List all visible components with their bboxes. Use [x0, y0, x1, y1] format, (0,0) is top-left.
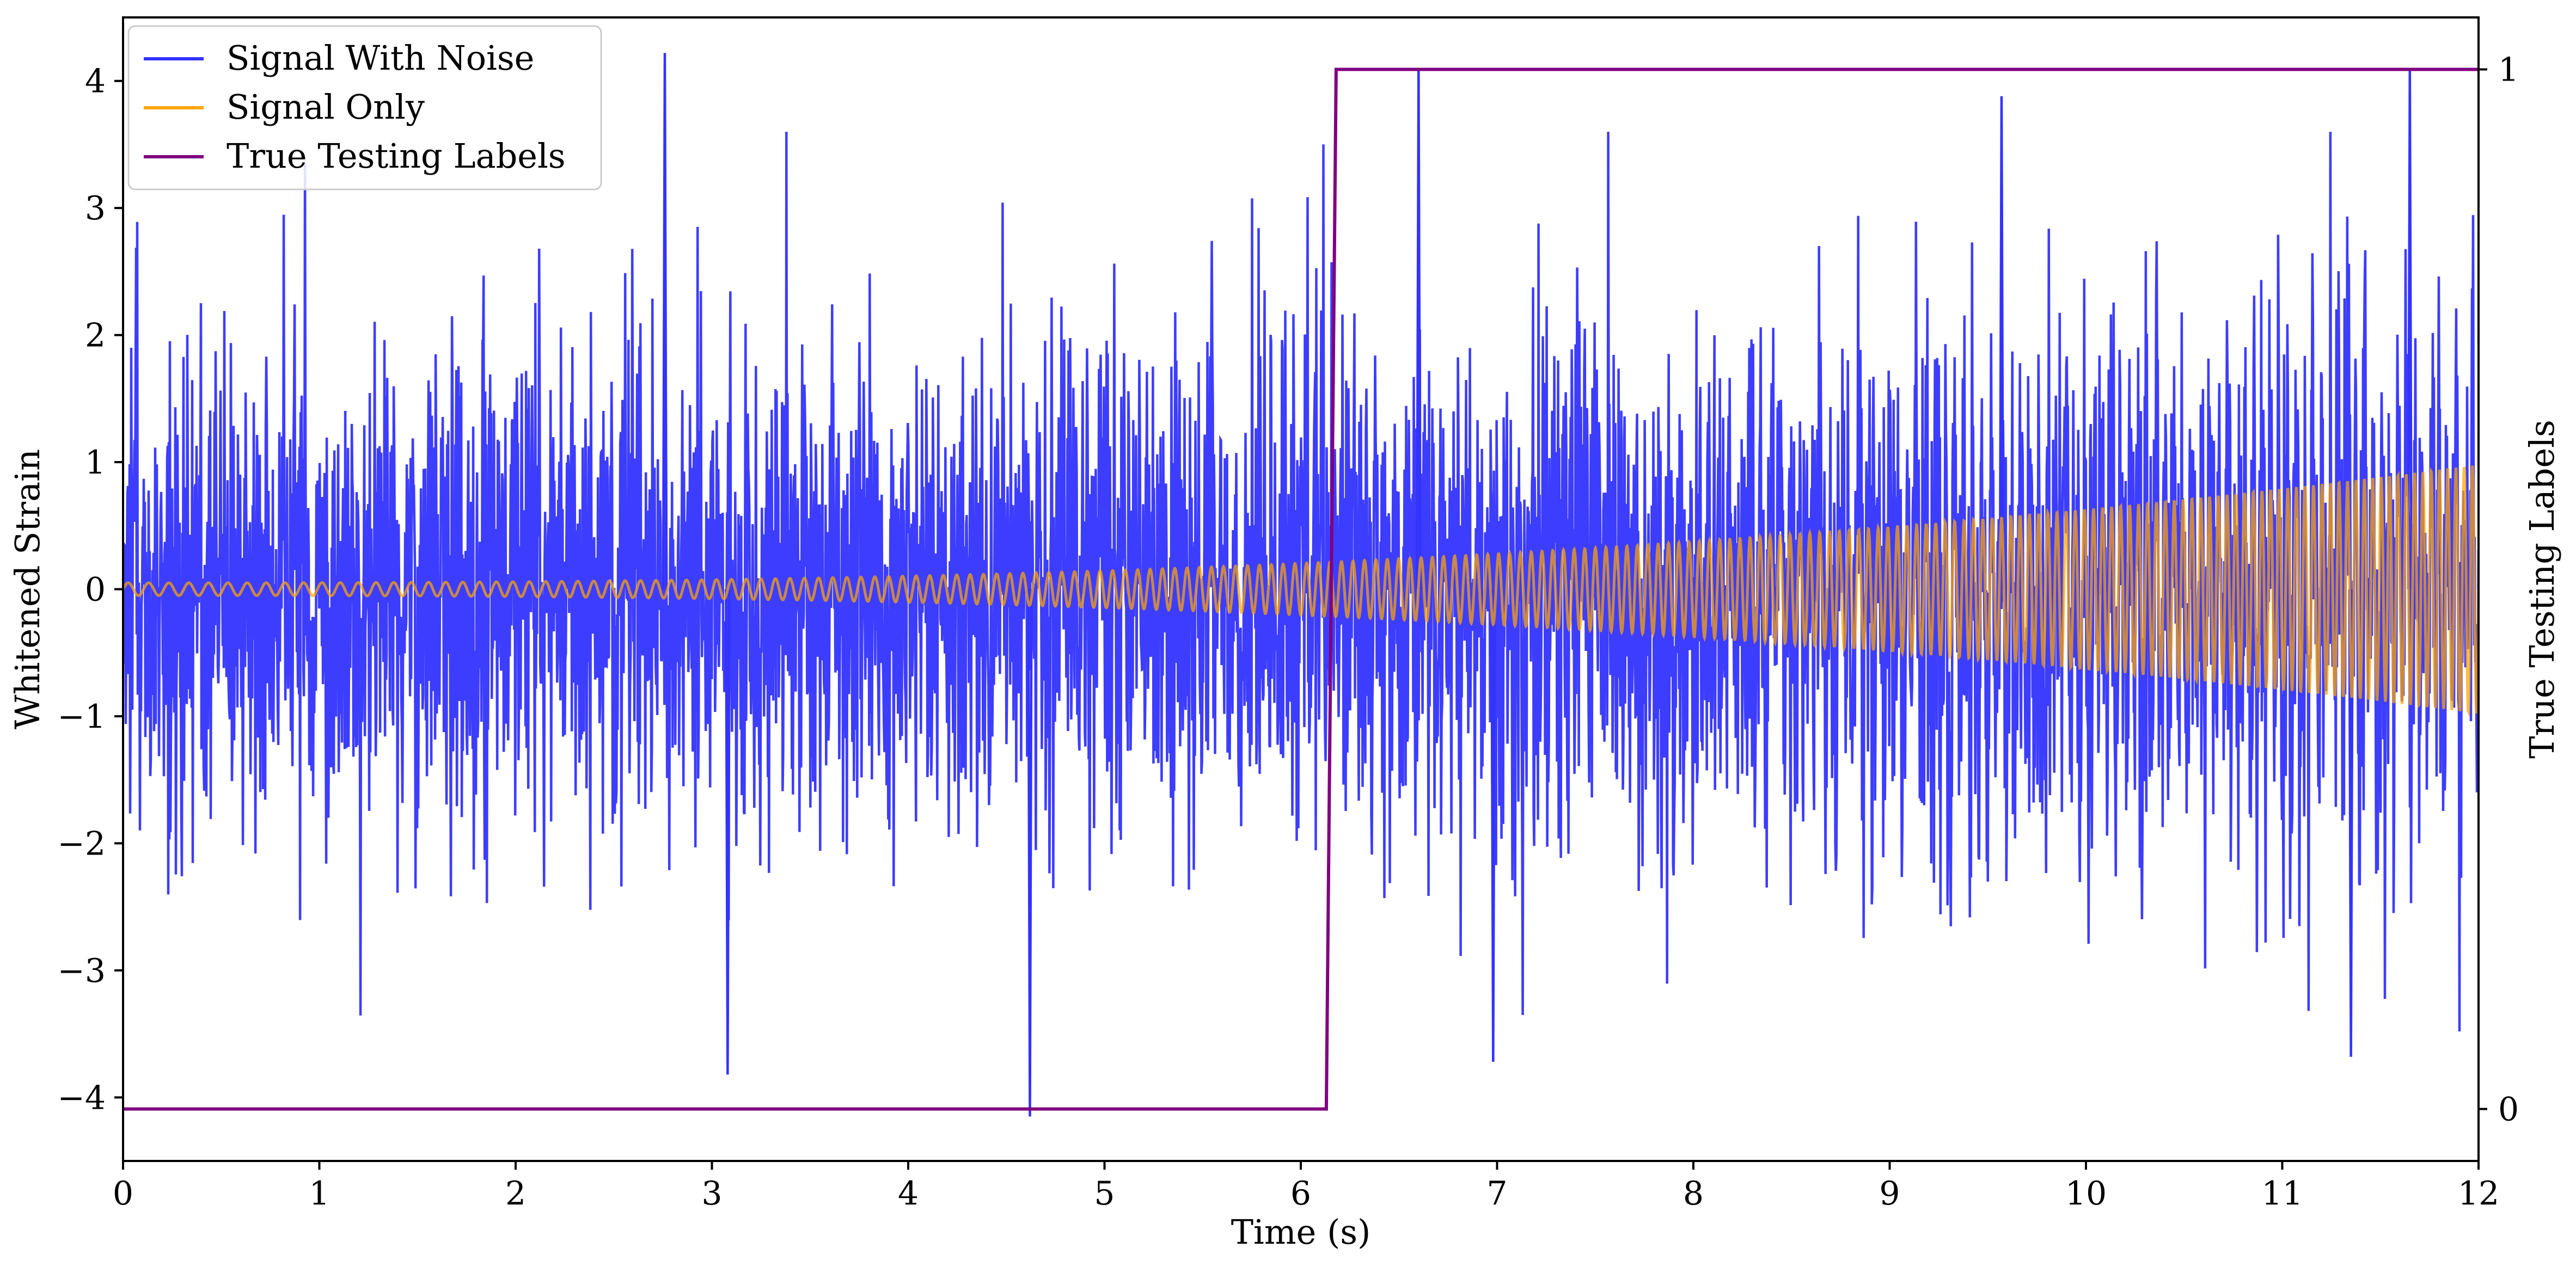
x-tick-label: 4	[898, 1175, 919, 1213]
series-peak-0	[662, 53, 668, 589]
x-tick-label: 3	[701, 1175, 722, 1213]
x-tick-label: 6	[1290, 1175, 1311, 1213]
x-tick-label: 12	[2458, 1175, 2499, 1213]
series-line-signal-with-noise	[123, 132, 2479, 1032]
y2-tick-label: 0	[2498, 1091, 2519, 1129]
y-axis-label: Whitened Strain	[8, 449, 47, 729]
legend-label-signal-only: Signal Only	[227, 87, 425, 127]
x-tick-label: 7	[1486, 1175, 1507, 1213]
x-tick-label: 10	[2065, 1175, 2107, 1213]
x-axis-label: Time (s)	[1231, 1212, 1371, 1252]
y-tick-label: 2	[85, 317, 106, 355]
y2-axis-label: True Testing Labels	[2522, 420, 2562, 759]
y-tick-label: −1	[58, 698, 106, 736]
x-tick-label: 1	[309, 1175, 329, 1213]
y-tick-label: 4	[85, 63, 106, 101]
x-tick-label: 2	[505, 1175, 526, 1213]
x-tick-label: 8	[1683, 1175, 1704, 1213]
series-peak-6	[1490, 589, 1496, 1062]
y-tick-label: 1	[85, 444, 106, 482]
y-tick-label: 0	[85, 571, 106, 609]
y2-tick-label: 1	[2498, 51, 2519, 89]
series-peak-3	[1998, 96, 2005, 589]
plot-area	[123, 53, 2479, 1117]
x-tick-label: 11	[2261, 1175, 2303, 1213]
series-line-signal-only	[123, 465, 2479, 717]
x-tick-label: 0	[113, 1175, 133, 1213]
legend: Signal With Noise Signal Only True Testing…	[127, 25, 602, 191]
x-tick-label: 9	[1879, 1175, 1900, 1213]
legend-label-signal-with-noise: Signal With Noise	[227, 38, 534, 78]
y-tick-label: −4	[58, 1079, 106, 1117]
y-tick-label: 3	[85, 189, 106, 228]
x-tick-label: 5	[1094, 1175, 1115, 1213]
y-tick-label: −2	[58, 825, 106, 863]
series-peak-4	[1027, 589, 1033, 1117]
series-line-true-testing-labels	[123, 67, 2479, 1111]
legend-frame	[127, 25, 602, 191]
y-tick-label: −3	[58, 952, 106, 990]
legend-label-true-testing-labels: True Testing Labels	[227, 136, 566, 176]
